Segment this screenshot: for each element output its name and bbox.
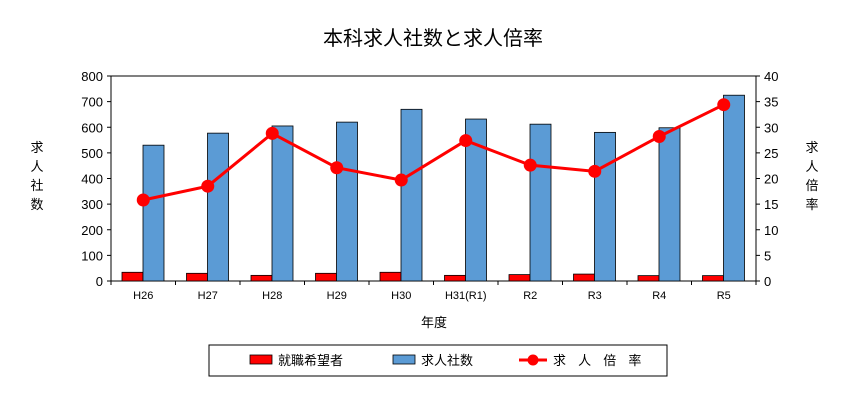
x-axis-label: 年度 (421, 315, 447, 331)
bar-job-offers (658, 127, 681, 282)
line-point-offer-ratio (136, 193, 150, 207)
legend-label-offer-ratio: 求 人 倍 率 (553, 353, 641, 369)
y-right-tick-label: 10 (764, 223, 778, 238)
legend-label-job-offers: 求人社数 (421, 353, 473, 369)
y-right-tick-label: 20 (764, 172, 778, 187)
bar-job-seekers (121, 271, 144, 282)
line-point-offer-ratio (523, 158, 537, 172)
y-right-tick-label: 30 (764, 120, 778, 135)
bar-job-offers (594, 131, 616, 282)
y-axis-label-right-char: 倍 (805, 179, 818, 194)
legend-swatch-job-seekers (249, 354, 273, 365)
y-left-tick-label: 400 (81, 172, 103, 187)
bar-job-offers (207, 132, 229, 282)
bar-job-offers (400, 108, 423, 282)
y-right-tick-label: 40 (764, 69, 778, 84)
line-point-offer-ratio (588, 164, 602, 178)
line-point-offer-ratio (201, 179, 215, 193)
bar-job-offers (336, 121, 358, 282)
line-point-offer-ratio (394, 173, 408, 187)
y-left-tick-label: 200 (81, 223, 103, 238)
bar-job-offers (529, 123, 552, 282)
y-axis-label-left-char: 求 (30, 141, 43, 156)
y-axis-label-right: 求人倍率 (805, 141, 818, 213)
y-axis-label-left-char: 数 (30, 198, 43, 213)
x-tick-label: H27 (198, 290, 218, 302)
bar-job-seekers (315, 272, 337, 282)
y-axis-label-right-char: 率 (805, 197, 818, 213)
y-left-tick-label: 100 (81, 248, 103, 263)
bar-job-seekers (379, 271, 402, 282)
y-right-tick-label: 25 (764, 146, 778, 161)
x-tick-label: H31(R1) (445, 290, 487, 302)
y-axis-label-right-char: 求 (805, 141, 818, 156)
x-tick-label: R3 (588, 290, 602, 302)
y-axis-label-left-char: 社 (30, 178, 43, 194)
bar-job-seekers (637, 275, 660, 282)
line-offer-ratio (142, 103, 725, 202)
bar-job-seekers (444, 274, 466, 282)
line-point-offer-ratio (265, 126, 279, 140)
legend-marker-offer-ratio (527, 354, 539, 366)
line-point-offer-ratio (652, 129, 666, 143)
x-tick-label: H28 (262, 290, 282, 302)
legend-swatch-job-offers (392, 354, 416, 365)
bar-job-offers (465, 118, 487, 282)
bar-job-offers (723, 94, 745, 282)
x-tick-label: R5 (717, 290, 731, 302)
y-right-tick-label: 35 (764, 95, 778, 110)
legend-label-job-seekers: 就職希望者 (278, 353, 343, 369)
bar-job-seekers (250, 274, 273, 282)
y-right-tick-label: 15 (764, 197, 778, 212)
y-left-tick-label: 700 (81, 95, 103, 110)
x-tick-label: H29 (327, 290, 347, 302)
y-axis-label-right-char: 人 (805, 160, 818, 175)
y-axis-label-left-char: 人 (30, 160, 43, 175)
x-tick-label: H30 (391, 290, 411, 302)
x-tick-label: R2 (523, 290, 537, 302)
y-axis-label-left: 求人社数 (30, 141, 43, 213)
bar-job-seekers (702, 275, 724, 282)
y-right-tick-label: 0 (764, 274, 771, 289)
legend-box (208, 344, 668, 377)
line-point-offer-ratio (459, 134, 473, 148)
y-right-tick-label: 5 (764, 248, 771, 263)
line-point-offer-ratio (717, 98, 731, 112)
y-left-tick-label: 500 (81, 146, 103, 161)
y-left-tick-label: 600 (81, 120, 103, 135)
y-left-tick-label: 0 (96, 274, 103, 289)
x-tick-label: R4 (652, 290, 666, 302)
line-point-offer-ratio (330, 161, 344, 175)
bar-job-offers (271, 125, 294, 282)
bar-job-seekers (186, 272, 208, 282)
chart-title: 本科求人社数と求人倍率 (323, 26, 543, 50)
y-left-tick-label: 300 (81, 197, 103, 212)
bar-job-seekers (573, 273, 595, 282)
x-tick-label: H26 (133, 290, 153, 302)
y-left-tick-label: 800 (81, 69, 103, 84)
plot-area: 0 100 200 300 400 500 600 700 800 0 5 10 15 20 25 30 35 4… (81, 69, 778, 302)
legend: 就職希望者 求人社数 求 人 倍 率 (208, 344, 668, 377)
bar-job-seekers (508, 274, 531, 282)
bar-job-offers (142, 144, 165, 282)
